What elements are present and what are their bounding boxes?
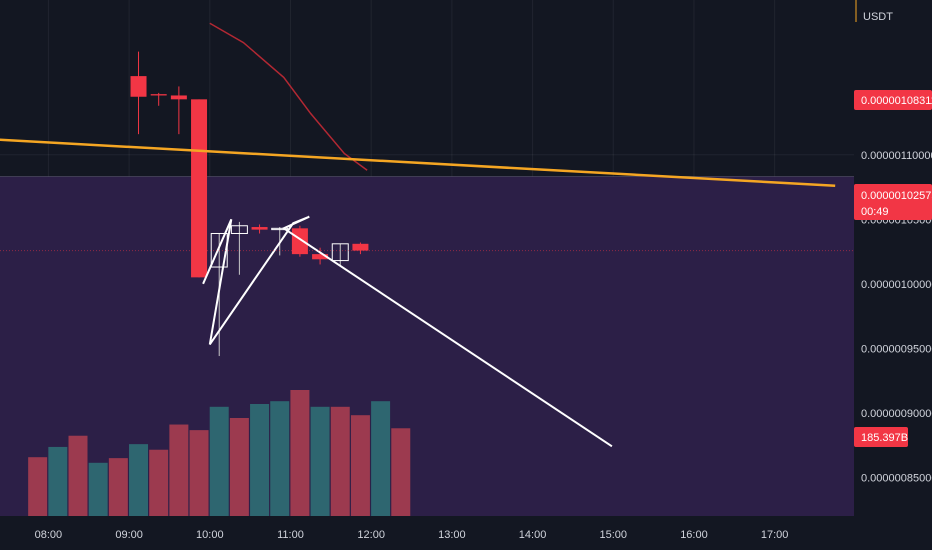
volume-badge: 185.397B (854, 427, 908, 447)
candle-body (331, 243, 349, 262)
volume-bar (229, 418, 249, 516)
time-tick-label: 15:00 (600, 529, 628, 541)
volume-text: 185.397B (861, 432, 908, 444)
volume-bar (209, 406, 229, 516)
volume-bar (88, 462, 108, 516)
price-tick-label: 0.00000085000 (861, 472, 932, 484)
candle-body (312, 254, 329, 260)
time-tick-label: 13:00 (438, 529, 466, 541)
candle-body (191, 99, 208, 278)
last-price-text: 0.00000102575 (861, 190, 932, 202)
volume-bar (48, 446, 68, 516)
volume-bar (149, 449, 169, 516)
volume-bar (391, 428, 411, 516)
highlight-zone (0, 176, 854, 516)
candle-body (150, 94, 167, 96)
volume-bar (169, 424, 189, 516)
volume-bar (350, 415, 370, 516)
candle-body (230, 225, 248, 234)
currency-label: USDT (863, 11, 893, 23)
time-tick-label: 10:00 (196, 529, 224, 541)
volume-badge-bg (854, 427, 908, 447)
volume-bar (250, 404, 270, 516)
time-tick-label: 08:00 (35, 529, 63, 541)
time-tick-label: 09:00 (115, 529, 143, 541)
trendline-price-badge-bg (854, 90, 932, 110)
trendline-price-text: 0.00000108311 (861, 95, 932, 107)
time-axis[interactable]: 08:00 09:00 10:00 11:00 12:00 13:00 14:00 15:00… (0, 516, 932, 550)
volume-bar (129, 444, 149, 516)
candle-body (291, 228, 308, 255)
trendline[interactable] (0, 138, 836, 188)
last-price-badge-bg (854, 184, 932, 220)
price-axis[interactable]: USDT 0.000001100000.000001050000.0000010… (854, 0, 932, 550)
volume-bar (330, 406, 350, 516)
candle-body (352, 243, 369, 251)
trendline-price-badge: 0.00000108311 (854, 90, 932, 110)
time-tick-label: 12:00 (357, 529, 385, 541)
volume-bar (290, 390, 310, 516)
volume-bar (371, 401, 391, 516)
candle-body (271, 227, 289, 231)
moving-average-line (209, 22, 368, 171)
volume-bar (28, 457, 48, 516)
time-tick-label: 11:00 (277, 529, 304, 541)
time-axis-background (0, 516, 932, 550)
candle-body (251, 227, 268, 230)
price-tick-label: 0.00000095000 (861, 343, 932, 355)
volume-bar (189, 430, 209, 516)
volume-bar (68, 435, 88, 516)
time-tick-label: 17:00 (761, 529, 789, 541)
volume-bar (310, 406, 330, 516)
drawn-path[interactable] (202, 215, 613, 448)
candle-body (210, 232, 228, 268)
candle-body (130, 76, 147, 97)
price-tick-label: 0.00000090000 (861, 408, 932, 420)
price-axis-background (854, 0, 932, 550)
last-price-badge: 0.00000102575 00:49 (854, 184, 932, 220)
volume-bars (28, 390, 411, 516)
candle-body (170, 95, 187, 100)
countdown-text: 00:49 (861, 206, 889, 218)
price-tick-label: 0.00000100000 (861, 279, 932, 291)
time-tick-label: 16:00 (680, 529, 708, 541)
volume-bar (108, 458, 128, 516)
time-tick-label: 14:00 (519, 529, 547, 541)
price-tick-label: 0.00000110000 (861, 150, 932, 162)
volume-bar (270, 401, 290, 516)
